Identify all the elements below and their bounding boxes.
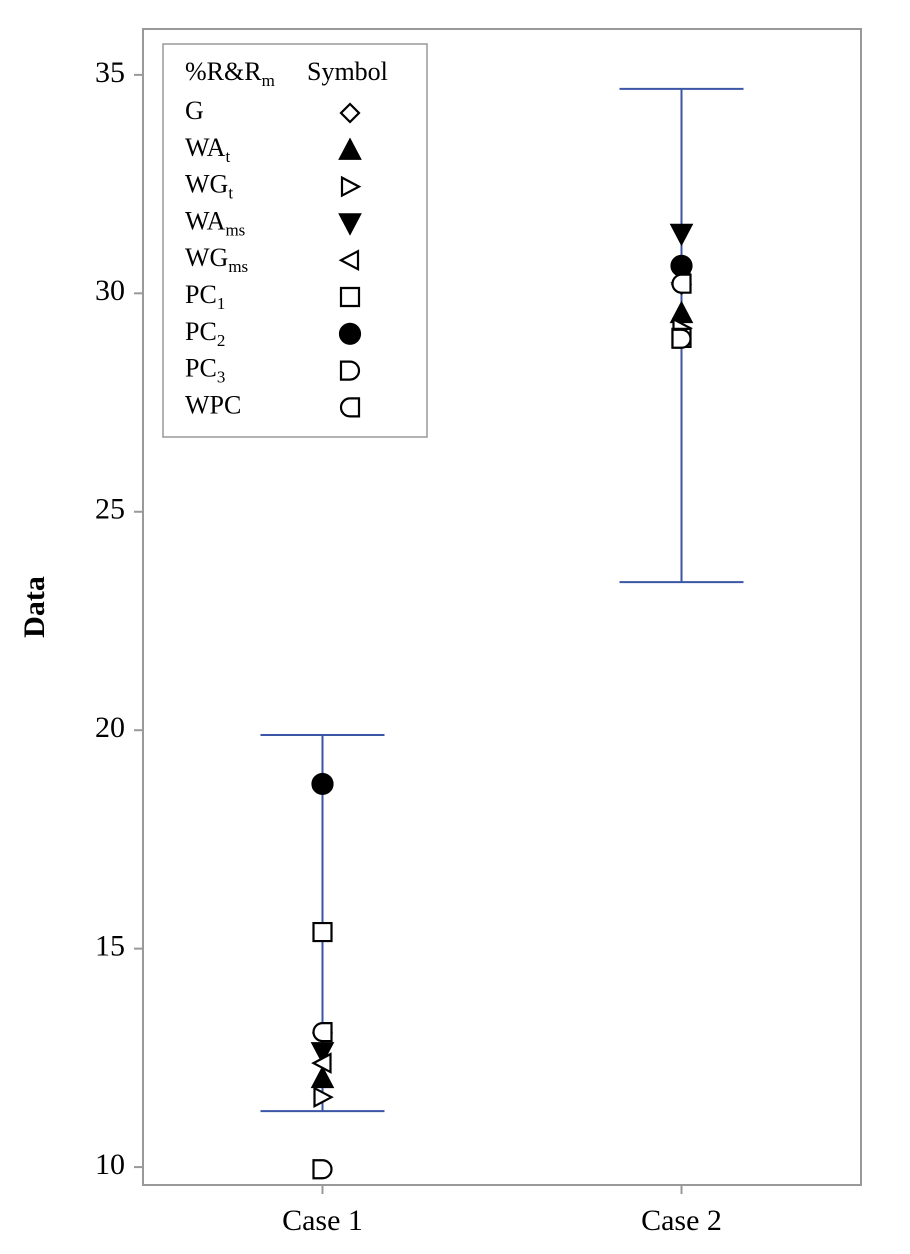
legend-label: PC1 — [185, 280, 225, 313]
x-tick-label: Case 1 — [282, 1204, 363, 1237]
legend-label-name: WPC — [185, 390, 241, 419]
legend-symbol — [338, 249, 360, 272]
legend-label-name: PC — [185, 280, 217, 309]
marker — [312, 921, 333, 943]
marker — [669, 223, 694, 247]
legend-title-sub: m — [262, 71, 275, 90]
x-tick-label: Case 2 — [641, 1204, 722, 1237]
marker — [311, 772, 334, 796]
legend-symbol — [339, 286, 361, 308]
legend-label: WPC — [185, 390, 241, 419]
legend-label-sub: 3 — [217, 368, 226, 387]
marker — [311, 1052, 332, 1074]
marker — [310, 1065, 335, 1089]
y-axis-label: Data — [18, 576, 51, 638]
legend-label: G — [185, 96, 204, 125]
legend-label: WAms — [185, 206, 245, 239]
legend-label-name: WA — [185, 133, 226, 162]
legend-label-name: PC — [185, 317, 217, 346]
marker — [313, 1086, 334, 1109]
legend-label-sub: 2 — [217, 331, 226, 350]
legend-label-name: WG — [185, 243, 228, 272]
legend-label-name: WG — [185, 170, 228, 199]
legend-symbol — [338, 137, 362, 160]
legend-symbol — [339, 397, 361, 418]
legend-symbol — [339, 102, 361, 124]
marker — [312, 1159, 333, 1180]
legend-label: PC3 — [185, 354, 225, 387]
legend-label: PC2 — [185, 317, 225, 350]
legend-symbol — [340, 175, 362, 198]
legend-symbol — [338, 322, 362, 345]
legend-label-sub: 1 — [217, 294, 226, 313]
marker — [671, 273, 692, 294]
legend-label-name: PC — [185, 354, 217, 383]
marker — [669, 300, 694, 324]
legend-symbol-header: Symbol — [307, 57, 388, 86]
marker — [670, 254, 693, 277]
legend-label: WGms — [185, 243, 248, 276]
y-tick-label: 30 — [95, 274, 125, 307]
legend-label-sub: t — [225, 147, 230, 166]
plot-frame — [142, 28, 862, 1186]
legend-label: WAt — [185, 133, 230, 166]
legend-label-sub: ms — [228, 257, 248, 276]
legend-box — [162, 43, 428, 438]
legend-label-name: G — [185, 96, 204, 125]
y-tick-label: 20 — [95, 711, 125, 744]
y-tick-label: 25 — [95, 493, 125, 526]
marker — [312, 1021, 333, 1043]
legend-label-sub: t — [228, 184, 233, 203]
legend-title: %R&Rm — [185, 57, 275, 90]
legend-title-text: %R&R — [185, 57, 262, 86]
legend-label: WGt — [185, 170, 233, 203]
legend-symbol — [339, 360, 361, 381]
legend-label-sub: ms — [225, 220, 245, 239]
marker — [310, 1042, 335, 1065]
marker — [671, 328, 692, 349]
y-tick-label: 10 — [95, 1148, 125, 1181]
legend-label-name: WA — [185, 206, 226, 235]
y-tick-label: 35 — [95, 56, 125, 89]
legend-symbol — [338, 213, 362, 236]
y-tick-label: 15 — [95, 930, 125, 963]
